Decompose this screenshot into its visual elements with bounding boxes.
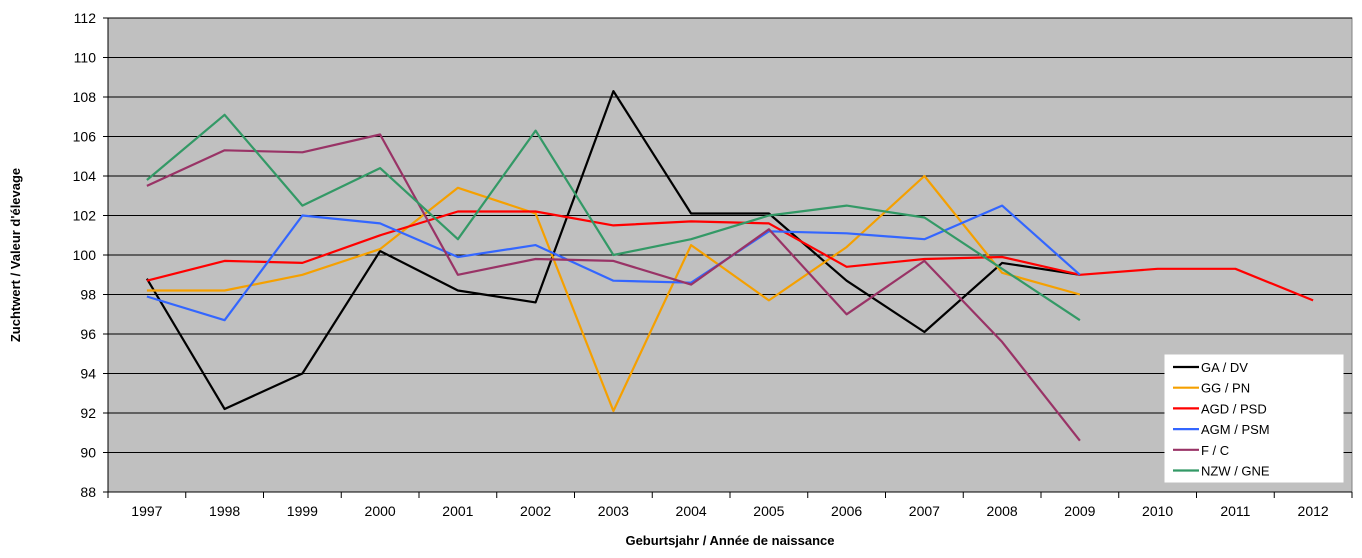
x-tick-label: 1997 — [131, 503, 162, 519]
x-axis-title: Geburtsjahr / Année de naissance — [625, 533, 834, 548]
x-tick-label: 2005 — [753, 503, 784, 519]
y-tick-label: 98 — [80, 287, 96, 303]
y-tick-label: 102 — [73, 208, 97, 224]
y-tick-label: 110 — [74, 50, 97, 66]
y-tick-label: 112 — [74, 10, 97, 26]
x-tick-label: 2012 — [1298, 503, 1329, 519]
series-lines — [145, 89, 1314, 442]
x-tick-label: 2001 — [442, 503, 473, 519]
legend-label: NZW / GNE — [1201, 464, 1270, 479]
series-line-3 — [146, 210, 1314, 302]
legend-label: F / C — [1201, 443, 1229, 458]
y-tick-label: 94 — [80, 366, 96, 382]
series-line-4 — [146, 204, 1081, 322]
y-tick-label: 108 — [73, 89, 97, 105]
y-tick-label: 104 — [73, 168, 97, 184]
series-line-5 — [146, 133, 1081, 442]
legend: GA / DV GG / PN AGD / PSD AGM / PSM F / C NZW… — [1164, 354, 1344, 483]
y-tick-label: 96 — [80, 326, 96, 342]
x-tick-label: 2008 — [987, 503, 1018, 519]
axes: 88 90 92 94 96 98 100 102 104 106 108 110 112 1997 199… — [73, 10, 1353, 519]
legend-label: GG / PN — [1201, 381, 1250, 396]
legend-box — [1164, 354, 1344, 483]
x-tick-label: 2007 — [909, 503, 940, 519]
x-tick-label: 2011 — [1220, 503, 1250, 519]
x-tick-label: 1998 — [209, 503, 240, 519]
x-tick-label: 1999 — [287, 503, 318, 519]
x-tick-label: 2000 — [365, 503, 396, 519]
y-tick-label: 92 — [80, 405, 96, 421]
series-line-6 — [146, 113, 1081, 322]
y-tick-label: 90 — [80, 445, 96, 461]
x-tick-label: 2010 — [1142, 503, 1173, 519]
x-tick-label: 2006 — [831, 503, 862, 519]
x-tick-label: 2004 — [676, 503, 707, 519]
legend-label: AGM / PSM — [1201, 422, 1270, 437]
legend-label: GA / DV — [1201, 360, 1248, 375]
series-line-1 — [145, 89, 1081, 411]
y-tick-label: 88 — [80, 484, 96, 500]
x-tick-label: 2009 — [1064, 503, 1095, 519]
legend-label: AGD / PSD — [1201, 401, 1267, 416]
x-tick-label: 2002 — [520, 503, 551, 519]
y-axis-title: Zuchtwert / Valeur d'élevage — [8, 168, 23, 342]
y-tick-label: 100 — [73, 247, 97, 263]
series-line-2 — [146, 174, 1081, 413]
x-tick-label: 2003 — [598, 503, 629, 519]
y-tick-label: 106 — [73, 129, 97, 145]
